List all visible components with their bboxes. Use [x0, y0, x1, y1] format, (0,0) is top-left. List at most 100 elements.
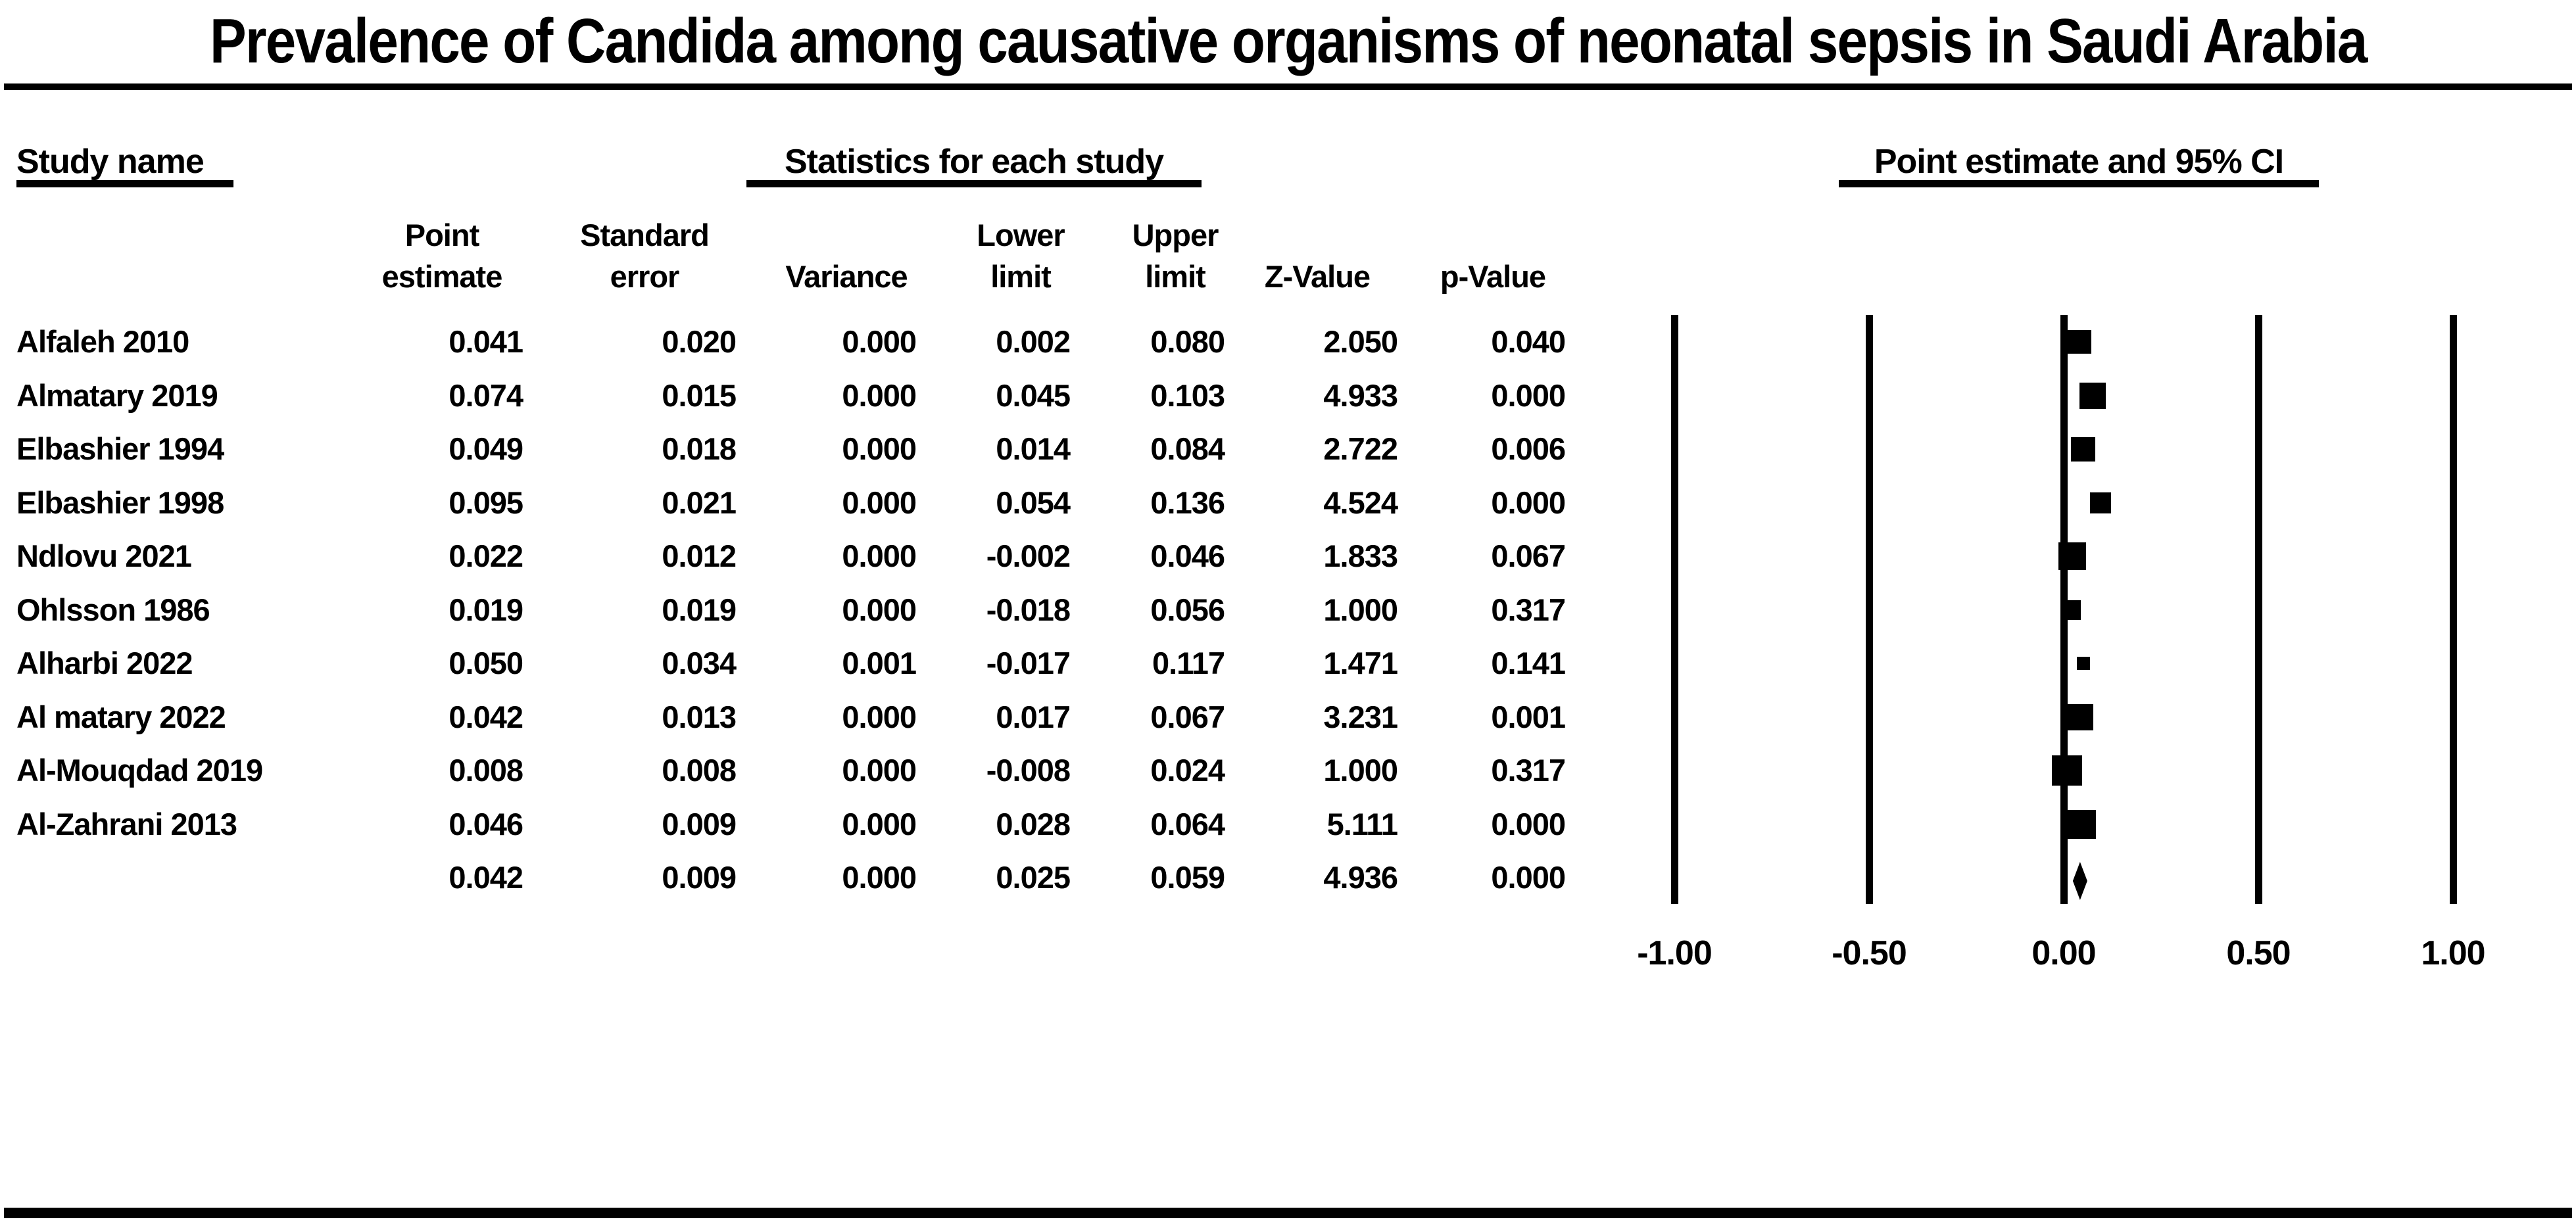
- axis-tick-label: 0.50: [2226, 934, 2291, 972]
- study-marker: [2067, 809, 2097, 839]
- study-name-cell: Al-Zahrani 2013: [16, 806, 237, 841]
- top-rule: [4, 83, 2572, 90]
- column-header-line1: Upper: [1132, 218, 1219, 252]
- lower-limit-cell: -0.002: [986, 538, 1071, 573]
- z-value-cell: 3.231: [1323, 699, 1398, 734]
- summary-diamond: [2072, 862, 2087, 900]
- figure-title-text: Prevalence of Candida among causative or…: [209, 6, 2368, 76]
- lower-limit-cell: 0.017: [996, 699, 1071, 734]
- study-marker: [2090, 492, 2112, 513]
- variance-cell: 0.000: [842, 377, 917, 413]
- standard-error-cell: 0.020: [662, 324, 737, 359]
- study-marker: [2051, 755, 2082, 786]
- bottom-rule: [4, 1208, 2572, 1218]
- standard-error-cell: 0.013: [662, 699, 737, 734]
- upper-limit-cell: 0.059: [1150, 860, 1225, 895]
- z-value-cell: 4.524: [1323, 485, 1398, 520]
- plot-header: Point estimate and 95% CI: [1874, 143, 2284, 181]
- column-header-line2: limit: [1145, 259, 1206, 294]
- upper-limit-cell: 0.103: [1150, 377, 1225, 413]
- variance-cell: 0.000: [842, 485, 917, 520]
- variance-cell: 0.000: [842, 324, 917, 359]
- point-estimate-cell: 0.041: [449, 324, 523, 359]
- study-marker: [2076, 657, 2090, 670]
- z-value-cell: 5.111: [1326, 806, 1398, 841]
- study-marker: [2066, 703, 2093, 730]
- upper-limit-cell: 0.084: [1150, 431, 1225, 466]
- z-value-cell: 1.000: [1323, 753, 1398, 788]
- p-value-cell: 0.141: [1491, 646, 1566, 680]
- study-name-header: Study name: [16, 143, 205, 181]
- z-value-cell: 4.936: [1323, 860, 1398, 895]
- upper-limit-cell: 0.136: [1150, 485, 1225, 520]
- standard-error-cell: 0.008: [662, 753, 737, 788]
- study-name-underline: [16, 180, 233, 187]
- axis-tick-label: 1.00: [2421, 934, 2485, 972]
- z-value-cell: 2.722: [1323, 431, 1398, 466]
- axis-gridline: [2255, 315, 2262, 904]
- point-estimate-cell: 0.019: [449, 592, 523, 627]
- study-name-cell: Elbashier 1994: [16, 431, 224, 466]
- column-header-line2: p-Value: [1440, 259, 1546, 294]
- column-header-line2: error: [610, 259, 680, 294]
- upper-limit-cell: 0.024: [1150, 753, 1225, 788]
- standard-error-cell: 0.009: [662, 860, 737, 895]
- column-header-line2: estimate: [381, 259, 503, 294]
- study-marker: [2079, 382, 2106, 409]
- lower-limit-cell: -0.017: [986, 646, 1071, 680]
- standard-error-cell: 0.021: [662, 485, 737, 520]
- upper-limit-cell: 0.046: [1150, 538, 1225, 573]
- axis-tick-label: -1.00: [1637, 934, 1713, 972]
- variance-cell: 0.000: [842, 538, 917, 573]
- column-header-line2: limit: [990, 259, 1052, 294]
- standard-error-cell: 0.009: [662, 806, 737, 841]
- p-value-cell: 0.000: [1491, 806, 1566, 841]
- axis-tick-label: 0.00: [2031, 934, 2096, 972]
- statistics-underline: [746, 180, 1202, 187]
- point-estimate-cell: 0.050: [449, 646, 523, 680]
- axis-gridline: [1671, 315, 1678, 904]
- p-value-cell: 0.000: [1491, 860, 1566, 895]
- column-header-line1: Standard: [580, 218, 710, 252]
- statistics-header: Statistics for each study: [784, 143, 1164, 181]
- point-estimate-cell: 0.095: [449, 485, 523, 520]
- point-estimate-cell: 0.022: [449, 538, 523, 573]
- standard-error-cell: 0.012: [662, 538, 737, 573]
- axis-gridline: [2450, 315, 2457, 904]
- z-value-cell: 4.933: [1323, 377, 1398, 413]
- lower-limit-cell: -0.008: [986, 753, 1071, 788]
- column-header-line2: Z-Value: [1264, 259, 1371, 294]
- point-estimate-cell: 0.042: [449, 860, 523, 895]
- study-marker: [2068, 330, 2092, 354]
- z-value-cell: 1.833: [1323, 538, 1398, 573]
- point-estimate-cell: 0.046: [449, 806, 523, 841]
- variance-cell: 0.000: [842, 806, 917, 841]
- study-name-cell: Elbashier 1998: [16, 485, 224, 520]
- column-header-line1: Point: [404, 218, 479, 252]
- variance-cell: 0.000: [842, 592, 917, 627]
- point-estimate-cell: 0.074: [449, 377, 523, 413]
- study-marker: [2058, 542, 2087, 570]
- figure-title: Prevalence of Candida among causative or…: [0, 5, 2576, 78]
- p-value-cell: 0.006: [1491, 431, 1566, 466]
- p-value-cell: 0.317: [1491, 753, 1566, 788]
- upper-limit-cell: 0.080: [1150, 324, 1225, 359]
- standard-error-cell: 0.015: [662, 377, 737, 413]
- variance-cell: 0.001: [842, 646, 917, 680]
- study-name-cell: Al-Mouqdad 2019: [16, 753, 263, 788]
- lower-limit-cell: 0.014: [996, 431, 1071, 466]
- study-name-cell: Al matary 2022: [16, 699, 226, 734]
- upper-limit-cell: 0.117: [1152, 646, 1225, 680]
- upper-limit-cell: 0.067: [1150, 699, 1225, 734]
- point-estimate-cell: 0.049: [449, 431, 523, 466]
- study-name-cell: Alharbi 2022: [16, 646, 193, 680]
- study-marker: [2070, 437, 2095, 462]
- lower-limit-cell: 0.054: [996, 485, 1071, 520]
- p-value-cell: 0.001: [1491, 699, 1566, 734]
- study-name-cell: Ohlsson 1986: [16, 592, 210, 627]
- variance-cell: 0.000: [842, 860, 917, 895]
- point-estimate-cell: 0.008: [449, 753, 523, 788]
- study-name-cell: Alfaleh 2010: [16, 324, 189, 359]
- variance-cell: 0.000: [842, 699, 917, 734]
